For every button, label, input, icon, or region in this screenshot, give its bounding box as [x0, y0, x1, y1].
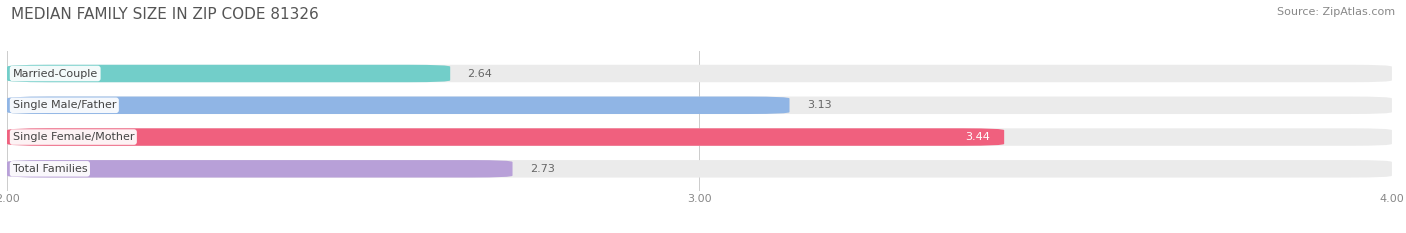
- Text: MEDIAN FAMILY SIZE IN ZIP CODE 81326: MEDIAN FAMILY SIZE IN ZIP CODE 81326: [11, 7, 319, 22]
- FancyBboxPatch shape: [7, 65, 450, 82]
- Text: 3.44: 3.44: [966, 132, 990, 142]
- Text: 2.64: 2.64: [468, 69, 492, 79]
- Text: Married-Couple: Married-Couple: [13, 69, 98, 79]
- Text: Total Families: Total Families: [13, 164, 87, 174]
- FancyBboxPatch shape: [7, 128, 1392, 146]
- Text: 2.73: 2.73: [530, 164, 555, 174]
- FancyBboxPatch shape: [7, 160, 513, 178]
- FancyBboxPatch shape: [7, 65, 1392, 82]
- Text: 3.13: 3.13: [807, 100, 831, 110]
- FancyBboxPatch shape: [7, 96, 790, 114]
- Text: Single Female/Mother: Single Female/Mother: [13, 132, 134, 142]
- FancyBboxPatch shape: [7, 160, 1392, 178]
- Text: Single Male/Father: Single Male/Father: [13, 100, 117, 110]
- Text: Source: ZipAtlas.com: Source: ZipAtlas.com: [1277, 7, 1395, 17]
- FancyBboxPatch shape: [7, 128, 1004, 146]
- FancyBboxPatch shape: [7, 96, 1392, 114]
